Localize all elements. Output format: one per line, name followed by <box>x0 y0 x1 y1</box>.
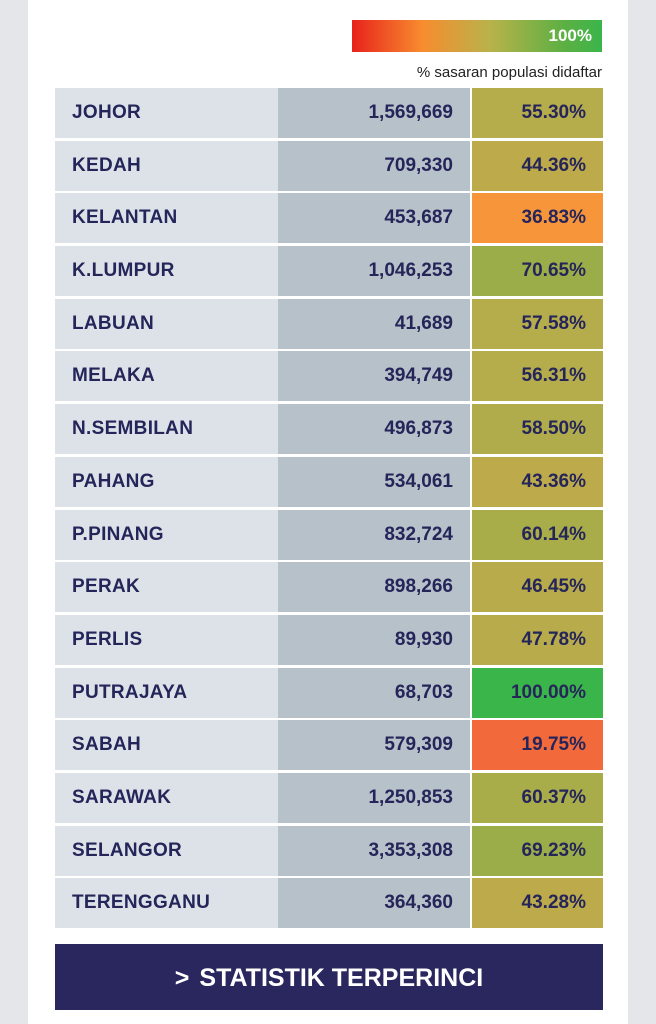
legend-max-label: 100% <box>548 26 592 45</box>
state-name: SARAWAK <box>55 772 278 823</box>
state-name: PERLIS <box>55 614 278 665</box>
table-row: JOHOR 1,569,669 55.30% <box>55 88 603 138</box>
table-row: KELANTAN 453,687 36.83% <box>55 193 603 244</box>
chevron-right-icon: > <box>174 964 190 992</box>
target-percent: 47.78% <box>472 614 603 665</box>
registered-count: 1,250,853 <box>278 772 470 823</box>
target-percent: 46.45% <box>472 562 603 613</box>
target-percent: 60.14% <box>472 509 603 560</box>
target-percent: 70.65% <box>472 246 603 297</box>
target-percent: 57.58% <box>472 298 603 349</box>
table-row: PUTRAJAYA 68,703 100.00% <box>55 667 603 718</box>
registered-count: 496,873 <box>278 404 470 455</box>
target-percent: 19.75% <box>472 720 603 771</box>
state-name: PAHANG <box>55 456 278 507</box>
table-row: LABUAN 41,689 57.58% <box>55 298 603 349</box>
state-name: PERAK <box>55 562 278 613</box>
state-name: LABUAN <box>55 298 278 349</box>
state-name: N.SEMBILAN <box>55 404 278 455</box>
state-name: K.LUMPUR <box>55 246 278 297</box>
registered-count: 394,749 <box>278 351 470 402</box>
state-name: MELAKA <box>55 351 278 402</box>
registered-count: 709,330 <box>278 140 470 191</box>
state-name: SELANGOR <box>55 825 278 876</box>
registered-count: 453,687 <box>278 193 470 244</box>
registered-count: 1,046,253 <box>278 246 470 297</box>
table-row: SARAWAK 1,250,853 60.37% <box>55 772 603 823</box>
target-percent: 56.31% <box>472 351 603 402</box>
target-percent: 58.50% <box>472 404 603 455</box>
target-percent: 55.30% <box>472 88 603 138</box>
table-row: TERENGGANU 364,360 43.28% <box>55 878 603 929</box>
state-name: KEDAH <box>55 140 278 191</box>
table-row: SELANGOR 3,353,308 69.23% <box>55 825 603 876</box>
state-name: KELANTAN <box>55 193 278 244</box>
table-row: K.LUMPUR 1,046,253 70.65% <box>55 246 603 297</box>
state-name: TERENGGANU <box>55 878 278 929</box>
state-name: P.PINANG <box>55 509 278 560</box>
table-row: MELAKA 394,749 56.31% <box>55 351 603 402</box>
registered-count: 898,266 <box>278 562 470 613</box>
state-registration-table: JOHOR 1,569,669 55.30% KEDAH 709,330 44.36% KE… <box>55 88 603 931</box>
state-name: JOHOR <box>55 88 278 138</box>
table-row: P.PINANG 832,724 60.14% <box>55 509 603 560</box>
target-percent: 36.83% <box>472 193 603 244</box>
detailed-statistics-button[interactable]: > STATISTIK TERPERINCI <box>55 944 603 1010</box>
table-row: SABAH 579,309 19.75% <box>55 720 603 771</box>
target-percent: 100.00% <box>472 667 603 718</box>
state-name: SABAH <box>55 720 278 771</box>
registered-count: 364,360 <box>278 878 470 929</box>
target-percent: 69.23% <box>472 825 603 876</box>
target-percent: 43.28% <box>472 878 603 929</box>
color-scale-legend: 100% <box>352 20 602 52</box>
table-row: N.SEMBILAN 496,873 58.50% <box>55 404 603 455</box>
registered-count: 41,689 <box>278 298 470 349</box>
state-name: PUTRAJAYA <box>55 667 278 718</box>
table-row: KEDAH 709,330 44.36% <box>55 140 603 191</box>
target-percent: 60.37% <box>472 772 603 823</box>
table-row: PAHANG 534,061 43.36% <box>55 456 603 507</box>
registered-count: 1,569,669 <box>278 88 470 138</box>
target-percent: 44.36% <box>472 140 603 191</box>
detailed-statistics-label: STATISTIK TERPERINCI <box>199 964 484 992</box>
registered-count: 832,724 <box>278 509 470 560</box>
registered-count: 68,703 <box>278 667 470 718</box>
table-row: PERAK 898,266 46.45% <box>55 562 603 613</box>
table-row: PERLIS 89,930 47.78% <box>55 614 603 665</box>
registered-count: 579,309 <box>278 720 470 771</box>
legend-caption: % sasaran populasi didaftar <box>416 64 602 81</box>
registered-count: 534,061 <box>278 456 470 507</box>
registered-count: 3,353,308 <box>278 825 470 876</box>
registered-count: 89,930 <box>278 614 470 665</box>
target-percent: 43.36% <box>472 456 603 507</box>
